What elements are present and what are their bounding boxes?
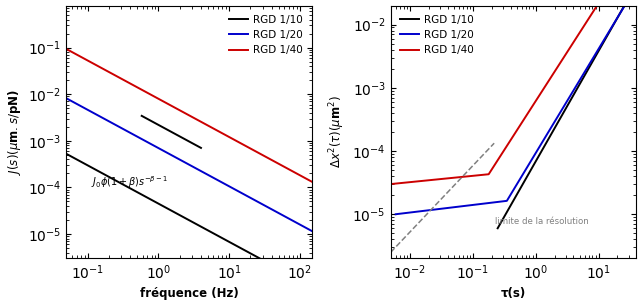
Line: RGD 1/40: RGD 1/40 [67,49,312,182]
Legend: RGD 1/10, RGD 1/20, RGD 1/40: RGD 1/10, RGD 1/20, RGD 1/40 [396,11,478,59]
RGD 1/20 [406,211,413,215]
Legend: RGD 1/10, RGD 1/20, RGD 1/40: RGD 1/10, RGD 1/20, RGD 1/40 [225,11,307,59]
RGD 1/40 [63,47,71,51]
RGD 1/40 [106,71,114,74]
Line: RGD 1/20: RGD 1/20 [67,98,312,231]
RGD 1/40 [207,125,215,129]
RGD 1/10 [578,77,586,81]
RGD 1/20 [227,185,234,189]
RGD 1/10 [106,176,114,179]
RGD 1/10 [207,230,215,234]
RGD 1/40 [583,20,591,24]
RGD 1/40 [308,180,316,184]
RGD 1/10 [63,152,71,156]
RGD 1/10 [577,81,584,85]
RGD 1/20 [452,205,460,209]
RGD 1/40 [393,182,401,185]
RGD 1/20 [63,96,71,100]
RGD 1/10 [620,6,627,9]
RGD 1/10 [174,212,182,216]
Line: RGD 1/40: RGD 1/40 [391,0,636,184]
Line: RGD 1/20: RGD 1/20 [395,0,636,214]
RGD 1/40 [387,182,395,186]
X-axis label: fréquence (Hz): fréquence (Hz) [140,287,239,300]
X-axis label: τ(s): τ(s) [501,287,526,300]
Y-axis label: $J(s)(\mu$m$.s/$pN): $J(s)(\mu$m$.s/$pN) [6,89,22,175]
Line: RGD 1/10: RGD 1/10 [67,154,312,287]
RGD 1/20 [174,157,182,160]
RGD 1/10 [227,241,234,244]
RGD 1/10 [248,252,256,256]
Text: $J_0\phi(1+\beta)s^{-\beta-1}$: $J_0\phi(1+\beta)s^{-\beta-1}$ [91,174,168,189]
RGD 1/10 [308,285,316,289]
RGD 1/20 [589,57,596,60]
RGD 1/40 [227,136,234,140]
RGD 1/20 [399,211,406,215]
RGD 1/20 [126,131,134,134]
RGD 1/20 [308,230,316,233]
RGD 1/40 [465,174,473,178]
RGD 1/20 [106,120,114,124]
RGD 1/40 [440,177,448,181]
RGD 1/10 [611,21,618,24]
RGD 1/40 [248,147,256,151]
RGD 1/40 [399,181,407,185]
RGD 1/40 [174,107,182,111]
RGD 1/10 [576,82,584,86]
RGD 1/20 [482,202,489,205]
RGD 1/10 [494,226,501,230]
Y-axis label: $\Delta x^2(\tau)(\mu$m$^2)$: $\Delta x^2(\tau)(\mu$m$^2)$ [327,95,347,169]
RGD 1/20 [248,196,256,200]
Line: RGD 1/10: RGD 1/10 [498,0,636,228]
RGD 1/20 [207,175,215,178]
RGD 1/10 [126,186,134,190]
RGD 1/20 [392,212,399,216]
RGD 1/10 [494,226,502,229]
Text: limite de la résolution: limite de la résolution [496,217,589,226]
RGD 1/40 [126,81,134,85]
RGD 1/20 [616,13,623,17]
